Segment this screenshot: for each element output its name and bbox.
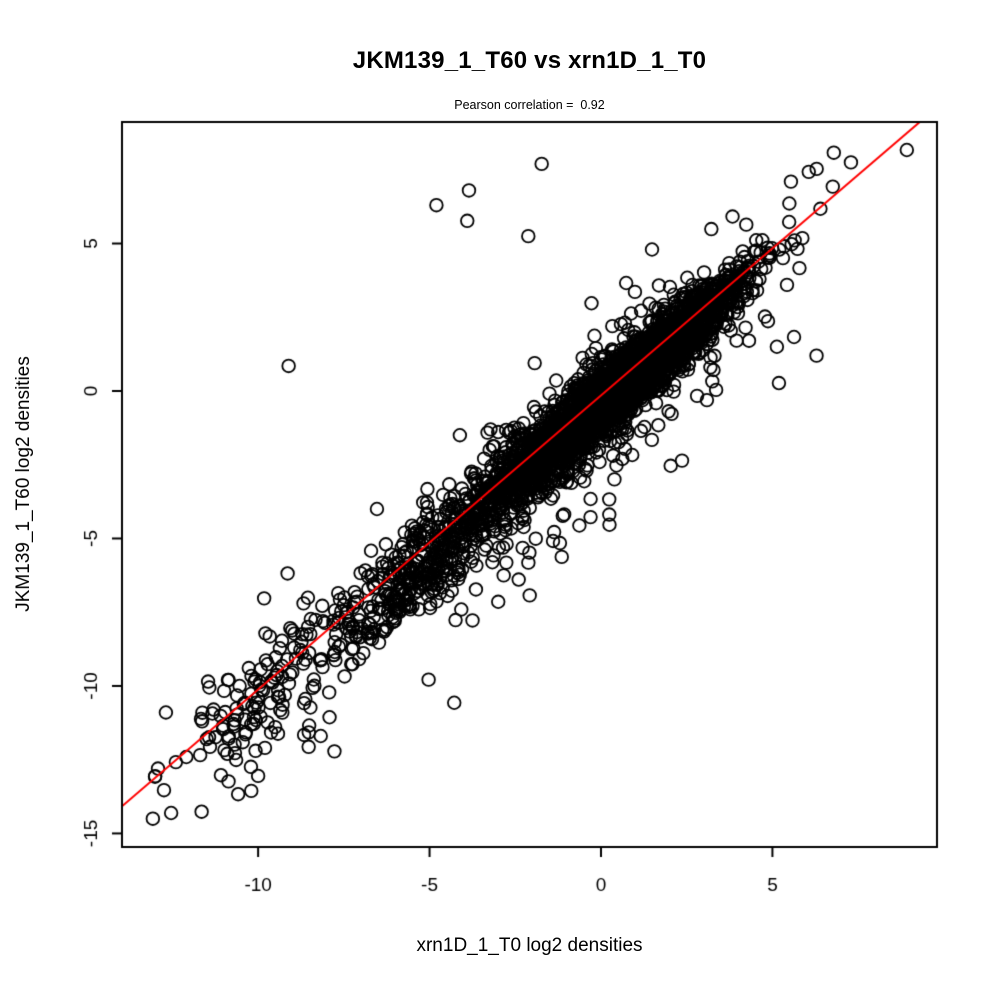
- chart-title: JKM139_1_T60 vs xrn1D_1_T0: [352, 47, 707, 74]
- pearson-correlation-subtitle: Pearson correlation = 0.92: [454, 98, 605, 112]
- y-axis-label: JKM139_1_T60 log2 densities: [13, 356, 34, 612]
- x-axis-label: xrn1D_1_T0 log2 densities: [416, 935, 643, 956]
